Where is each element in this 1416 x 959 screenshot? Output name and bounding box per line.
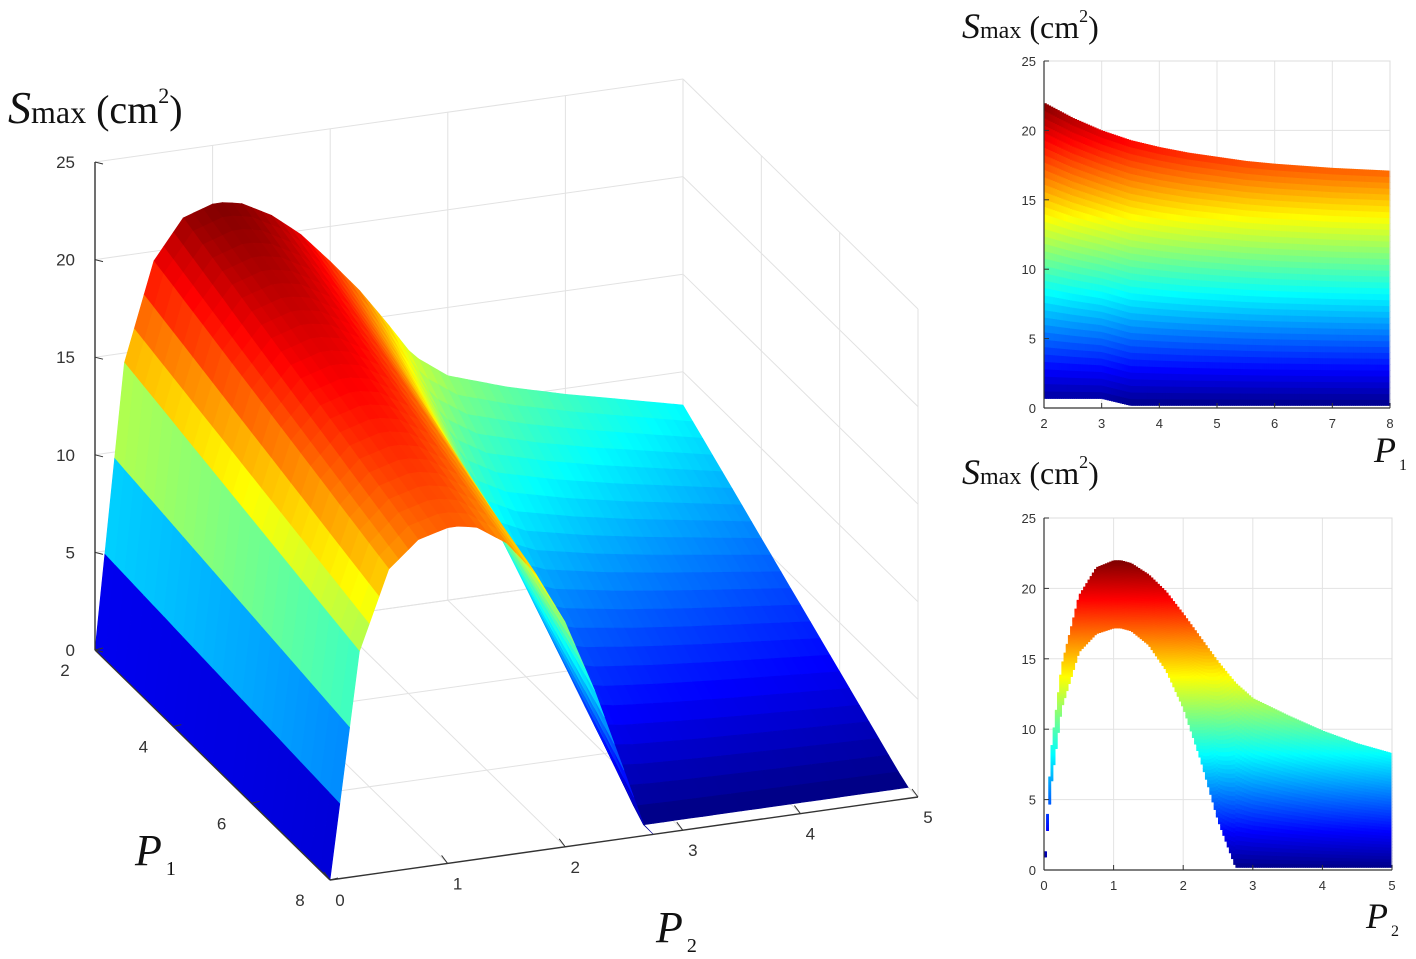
z-tick-mark xyxy=(94,161,104,165)
z-tick-mark xyxy=(94,356,104,360)
y-tick-label: 4 xyxy=(139,738,148,757)
floor-grid-line xyxy=(329,616,566,848)
z-tick-mark xyxy=(94,454,104,458)
x-axis-line xyxy=(329,796,919,881)
z-tick-mark xyxy=(94,259,104,263)
x-tick-label: 4 xyxy=(806,825,815,844)
x-tick-label: 5 xyxy=(923,808,932,827)
x-tick-mark xyxy=(676,821,684,831)
x-tick-label: 2 xyxy=(570,858,579,877)
x-tick-label: 1 xyxy=(453,874,462,893)
z-tick-mark xyxy=(94,551,104,555)
x-tick-mark xyxy=(794,805,801,814)
z-tick-label: 10 xyxy=(56,446,75,465)
surface xyxy=(94,202,909,881)
x-tick-label: 0 xyxy=(335,891,344,910)
y-tick-label: 6 xyxy=(217,814,226,833)
side-wall-grid-line xyxy=(682,176,919,407)
x-tick-mark xyxy=(911,788,919,798)
x-tick-mark xyxy=(558,838,566,848)
x-tick-mark xyxy=(441,855,449,864)
side-wall-grid-line xyxy=(682,273,919,505)
z-tick-label: 25 xyxy=(56,153,75,172)
y-tick-label: 8 xyxy=(295,891,304,910)
y-axis-label: Smax (cm2) xyxy=(962,6,1099,46)
x-tick-label: 3 xyxy=(688,841,697,860)
z-axis-label: Smax (cm2) xyxy=(8,82,183,133)
back-wall-grid-line xyxy=(94,78,684,163)
z-tick-label: 20 xyxy=(56,251,75,270)
y-tick-label: 2 xyxy=(60,661,69,680)
side-wall-grid-line xyxy=(682,371,919,603)
z-tick-label: 0 xyxy=(66,641,75,660)
side-wall-grid-line xyxy=(682,78,919,310)
z-tick-label: 5 xyxy=(66,543,75,562)
z-tick-label: 15 xyxy=(56,348,75,367)
